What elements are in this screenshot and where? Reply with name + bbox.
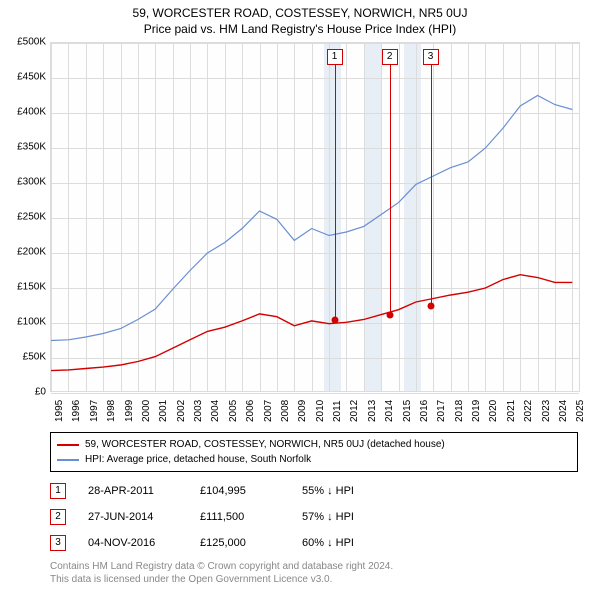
legend-box: 59, WORCESTER ROAD, COSTESSEY, NORWICH, … (50, 432, 578, 472)
x-tick-label: 2011 (332, 400, 343, 422)
title-address: 59, WORCESTER ROAD, COSTESSEY, NORWICH, … (0, 6, 600, 20)
x-tick-label: 1998 (106, 400, 117, 422)
transaction-row: 1 28-APR-2011 £104,995 55% ↓ HPI (50, 478, 422, 504)
x-tick-label: 2015 (402, 400, 413, 422)
sale-marker-connector (390, 65, 391, 315)
legend-label: 59, WORCESTER ROAD, COSTESSEY, NORWICH, … (85, 437, 445, 452)
legend-label: HPI: Average price, detached house, Sout… (85, 452, 311, 467)
y-tick-label: £150K (0, 282, 46, 293)
x-tick-label: 2000 (141, 400, 152, 422)
x-tick-label: 2001 (158, 400, 169, 422)
sale-marker-connector (335, 65, 336, 320)
x-tick-label: 1995 (54, 400, 65, 422)
transaction-price: £125,000 (200, 537, 280, 549)
footer-attribution: Contains HM Land Registry data © Crown c… (50, 560, 393, 586)
legend-row: 59, WORCESTER ROAD, COSTESSEY, NORWICH, … (57, 437, 571, 452)
legend-swatch (57, 444, 79, 446)
series-hpi (51, 96, 572, 341)
chart-container: 59, WORCESTER ROAD, COSTESSEY, NORWICH, … (0, 0, 600, 590)
x-tick-label: 2008 (280, 400, 291, 422)
chart-titles: 59, WORCESTER ROAD, COSTESSEY, NORWICH, … (0, 0, 600, 36)
y-tick-label: £350K (0, 142, 46, 153)
legend-row: HPI: Average price, detached house, Sout… (57, 452, 571, 467)
x-tick-label: 2009 (297, 400, 308, 422)
y-tick-label: £100K (0, 317, 46, 328)
x-tick-label: 2020 (488, 400, 499, 422)
y-tick-label: £450K (0, 72, 46, 83)
sale-marker-dot (331, 316, 338, 323)
y-tick-label: £200K (0, 247, 46, 258)
transaction-pct-vs-hpi: 55% ↓ HPI (302, 485, 422, 497)
transaction-row: 3 04-NOV-2016 £125,000 60% ↓ HPI (50, 530, 422, 556)
plot-area: 1 2 3 (50, 42, 580, 392)
x-tick-label: 2004 (210, 400, 221, 422)
footer-line-1: Contains HM Land Registry data © Crown c… (50, 560, 393, 573)
sale-marker-flag: 3 (423, 49, 439, 65)
x-tick-label: 2023 (541, 400, 552, 422)
series-svg (51, 43, 581, 393)
y-tick-label: £300K (0, 177, 46, 188)
x-tick-label: 2014 (384, 400, 395, 422)
transaction-marker: 3 (50, 535, 66, 551)
transaction-price: £111,500 (200, 511, 280, 523)
footer-line-2: This data is licensed under the Open Gov… (50, 573, 393, 586)
transaction-marker: 1 (50, 483, 66, 499)
transaction-row: 2 27-JUN-2014 £111,500 57% ↓ HPI (50, 504, 422, 530)
sale-marker-dot (427, 302, 434, 309)
x-tick-label: 1997 (89, 400, 100, 422)
x-tick-label: 2022 (523, 400, 534, 422)
x-tick-label: 2012 (349, 400, 360, 422)
transaction-price: £104,995 (200, 485, 280, 497)
sale-marker-flag: 2 (382, 49, 398, 65)
sale-marker-connector (431, 65, 432, 306)
y-tick-label: £0 (0, 387, 46, 398)
x-tick-label: 2006 (245, 400, 256, 422)
x-tick-label: 2003 (193, 400, 204, 422)
x-tick-label: 2010 (315, 400, 326, 422)
x-tick-label: 2007 (263, 400, 274, 422)
y-tick-label: £50K (0, 352, 46, 363)
sale-marker-flag: 1 (327, 49, 343, 65)
y-tick-label: £250K (0, 212, 46, 223)
y-tick-label: £500K (0, 37, 46, 48)
x-tick-label: 2016 (419, 400, 430, 422)
x-tick-label: 2017 (436, 400, 447, 422)
transaction-date: 27-JUN-2014 (88, 511, 178, 523)
transaction-pct-vs-hpi: 57% ↓ HPI (302, 511, 422, 523)
x-tick-label: 2025 (575, 400, 586, 422)
series-price_paid (51, 275, 572, 371)
x-tick-label: 2024 (558, 400, 569, 422)
x-tick-label: 2018 (454, 400, 465, 422)
x-tick-label: 2021 (506, 400, 517, 422)
x-tick-label: 1996 (71, 400, 82, 422)
x-tick-label: 2002 (176, 400, 187, 422)
transactions-table: 1 28-APR-2011 £104,995 55% ↓ HPI 2 27-JUN-201… (50, 478, 422, 556)
legend-swatch (57, 459, 79, 461)
transaction-date: 28-APR-2011 (88, 485, 178, 497)
transaction-date: 04-NOV-2016 (88, 537, 178, 549)
x-tick-label: 1999 (124, 400, 135, 422)
sale-marker-dot (386, 311, 393, 318)
x-tick-label: 2005 (228, 400, 239, 422)
x-tick-label: 2019 (471, 400, 482, 422)
gridline-horizontal (51, 393, 579, 394)
title-subtitle: Price paid vs. HM Land Registry's House … (0, 22, 600, 36)
y-tick-label: £400K (0, 107, 46, 118)
transaction-marker: 2 (50, 509, 66, 525)
transaction-pct-vs-hpi: 60% ↓ HPI (302, 537, 422, 549)
x-tick-label: 2013 (367, 400, 378, 422)
